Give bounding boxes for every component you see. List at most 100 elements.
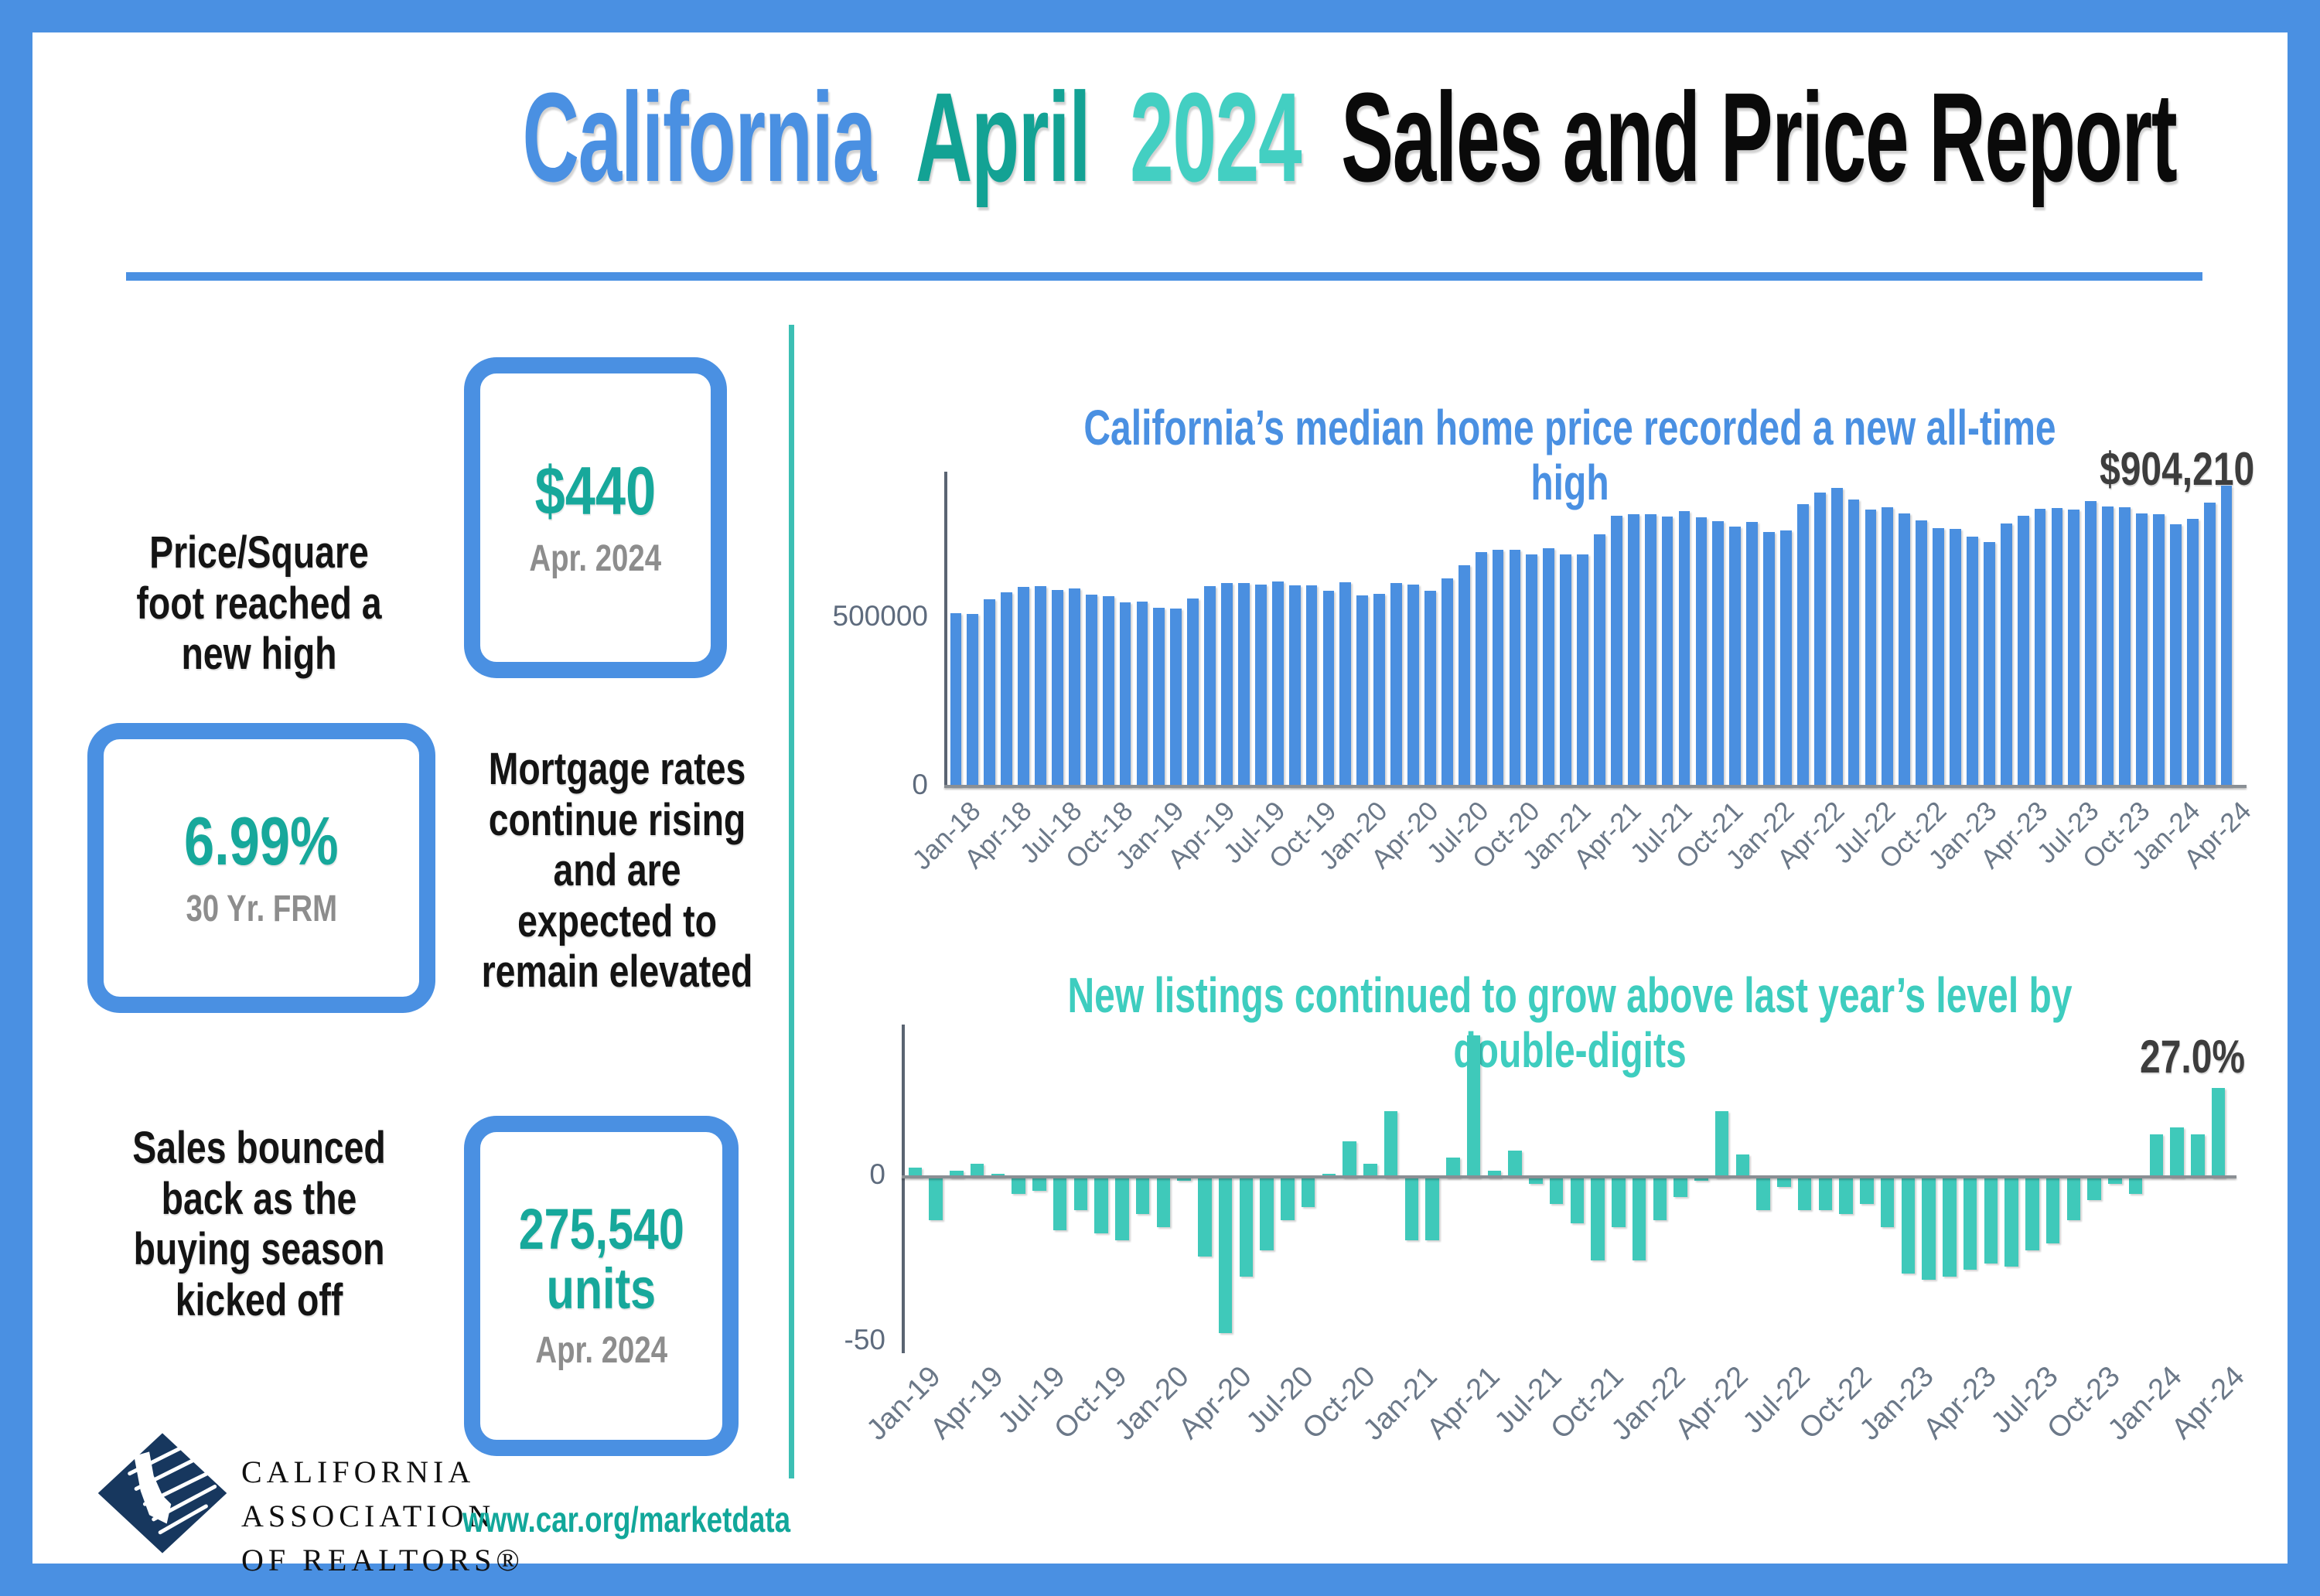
bar-May-22 <box>1735 1154 1750 1178</box>
bar-Feb-23 <box>1983 542 1995 786</box>
bar-Jan-22 <box>1653 1177 1667 1221</box>
bar-Aug-19 <box>1053 1177 1067 1230</box>
section-divider-line <box>789 325 794 1478</box>
stat-value-price-sqft: $440 <box>534 452 657 530</box>
bar-Apr-23 <box>1963 1177 1977 1270</box>
bar-Aug-20 <box>1301 1177 1315 1207</box>
car-logo <box>97 1432 228 1554</box>
page-title-2024: 2024 <box>1130 66 1302 208</box>
bar-Apr-22 <box>1714 1111 1729 1178</box>
page-title: California April 2024 Sales and Price Re… <box>0 70 2320 204</box>
bar-Sep-23 <box>2102 506 2114 786</box>
xtick-Jan-19: Jan-19 <box>861 1360 948 1447</box>
new-listings-zero-line <box>902 1175 2236 1178</box>
bar-Jan-23 <box>1967 537 1978 786</box>
bar-Feb-20 <box>1177 1177 1191 1181</box>
stat-box-price-sqft: $440 Apr. 2024 <box>464 357 727 678</box>
bar-Apr-24 <box>2211 1088 2226 1178</box>
bar-Mar-22 <box>1694 1177 1708 1181</box>
bar-Jun-23 <box>2051 507 2063 786</box>
median-price-baseline <box>944 785 2247 788</box>
bar-Jul-19 <box>1032 1177 1046 1191</box>
stat-label-price-sqft: Price/Square foot reached a new high <box>136 527 382 680</box>
bar-Feb-24 <box>2170 1127 2184 1178</box>
bar-Sep-22 <box>1899 513 1911 786</box>
bar-Feb-23 <box>1922 1177 1936 1281</box>
bar-May-23 <box>1984 1177 1998 1264</box>
bar-May-18 <box>1018 587 1029 786</box>
bar-Sep-19 <box>1073 1177 1088 1211</box>
bar-Feb-24 <box>2186 518 2199 786</box>
bar-Dec-23 <box>2153 513 2165 786</box>
bar-Jan-23 <box>1901 1177 1916 1274</box>
bar-Mar-22 <box>1796 504 1809 786</box>
median-price-chart-title: California’s median home price recorded … <box>1083 400 2056 510</box>
stat-label-mortgage-rate: Mortgage rates continue rising and are e… <box>481 744 753 998</box>
bar-Jul-20 <box>1458 564 1470 786</box>
bar-May-20 <box>1424 591 1436 786</box>
bar-Sep-21 <box>1570 1177 1585 1224</box>
car-logo-line1: CALIFORNIA <box>241 1454 476 1489</box>
bar-Mar-21 <box>1594 534 1605 786</box>
bar-Dec-20 <box>1543 547 1555 786</box>
bar-Jan-18 <box>950 612 962 786</box>
bar-Jul-19 <box>1254 585 1267 786</box>
frame-border-right <box>2288 0 2320 1596</box>
bar-Jan-24 <box>2149 1134 2164 1178</box>
bar-Jun-22 <box>1847 499 1860 786</box>
bar-Apr-22 <box>1813 492 1826 786</box>
bar-Aug-23 <box>2045 1177 2060 1244</box>
bar-Apr-24 <box>2220 486 2233 786</box>
bar-May-19 <box>1221 583 1233 786</box>
bar-May-22 <box>1830 487 1843 786</box>
bar-Jan-19 <box>1153 607 1165 786</box>
bar-Aug-20 <box>1475 551 1487 786</box>
bar-Dec-20 <box>1383 1111 1398 1178</box>
bar-Aug-22 <box>1882 507 1894 786</box>
bar-Jul-22 <box>1865 509 1877 786</box>
bar-Apr-18 <box>1001 592 1013 786</box>
page-title-california: California <box>522 66 876 208</box>
bar-Jan-21 <box>1404 1177 1419 1240</box>
bar-Mar-24 <box>2191 1134 2205 1178</box>
bar-Jun-20 <box>1441 578 1453 786</box>
bar-Oct-20 <box>1509 550 1521 786</box>
bar-Jan-22 <box>1763 532 1775 786</box>
bar-Jun-23 <box>2004 1177 2018 1267</box>
bar-Jul-21 <box>1661 517 1673 786</box>
stat-box-mortgage-rate: 6.99% 30 Yr. FRM <box>87 723 435 1013</box>
frame-border-left <box>0 0 32 1596</box>
bar-Nov-18 <box>1119 602 1131 786</box>
bar-Nov-23 <box>2108 1177 2122 1185</box>
bar-Feb-22 <box>1780 530 1792 786</box>
bar-Feb-21 <box>1425 1177 1439 1240</box>
bar-Jun-20 <box>1260 1177 1274 1250</box>
bar-Mar-24 <box>2203 502 2216 786</box>
bar-Jun-19 <box>1237 583 1250 786</box>
bar-Nov-20 <box>1526 554 1538 786</box>
bar-Sep-18 <box>1085 594 1097 786</box>
bar-Feb-18 <box>967 614 979 786</box>
bar-May-21 <box>1487 1171 1502 1178</box>
bar-Sep-20 <box>1492 549 1504 786</box>
bar-Apr-20 <box>1218 1177 1233 1333</box>
bar-Jul-21 <box>1529 1177 1543 1185</box>
bar-Mar-20 <box>1390 582 1402 786</box>
bar-Oct-21 <box>1712 520 1725 786</box>
bar-Jul-20 <box>1281 1177 1295 1221</box>
bar-Oct-21 <box>1591 1177 1605 1260</box>
bar-Dec-22 <box>1880 1177 1895 1227</box>
bar-Nov-19 <box>1115 1177 1129 1240</box>
new-listings-chart-title: New listings continued to grow above las… <box>1067 967 2073 1078</box>
bar-Jun-21 <box>1508 1151 1522 1178</box>
bar-Mar-23 <box>2000 523 2012 786</box>
bar-Sep-23 <box>2066 1177 2081 1221</box>
median-price-ytick-0: 0 <box>912 769 928 800</box>
stat-sub-sales: Apr. 2024 <box>535 1330 667 1372</box>
bar-Aug-23 <box>2085 500 2097 786</box>
bar-Oct-19 <box>1094 1177 1108 1234</box>
bar-Jan-20 <box>1356 595 1369 786</box>
bar-Oct-19 <box>1305 585 1318 786</box>
bar-Feb-19 <box>929 1177 943 1221</box>
stat-label-sales: Sales bounced back as the buying season … <box>132 1123 386 1325</box>
